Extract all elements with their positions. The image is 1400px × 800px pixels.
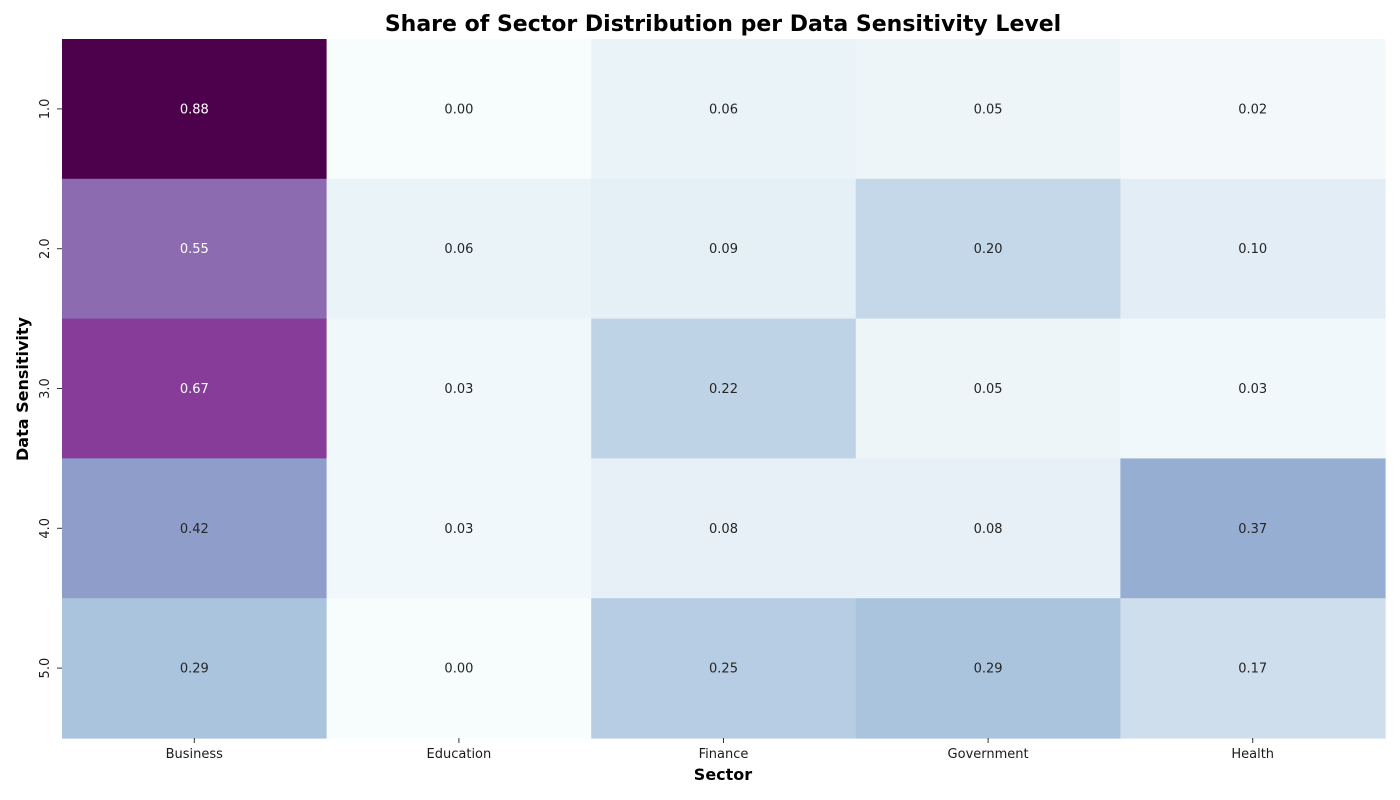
heatmap-cell [326,318,592,459]
heatmap-cell-label: 0.25 [709,662,738,677]
heatmap-cell-label: 0.10 [1238,242,1267,257]
y-tick-label: 1.0 [38,99,53,120]
heatmap-cell-label: 0.55 [180,242,209,257]
heatmap-cells [62,39,1386,739]
x-tick-label: Government [948,747,1029,762]
heatmap-cell [855,178,1121,320]
heatmap-cell [591,598,857,739]
heatmap-cell-label: 0.08 [709,522,738,537]
heatmap-cell [326,39,592,180]
heatmap-cell [1120,458,1386,599]
x-axis-ticks: Business Education Finance Government Health [166,738,1274,762]
heatmap-cell [855,458,1121,599]
heatmap-cell [1120,178,1386,320]
heatmap-cell-label: 0.03 [444,522,473,537]
heatmap-cell [1120,598,1386,739]
heatmap-cell-label: 0.20 [974,242,1003,257]
heatmap-cell-label: 0.00 [444,102,473,117]
heatmap-cell [591,39,857,180]
y-axis-label: Data Sensitivity [13,316,32,461]
x-tick-label: Health [1231,747,1274,762]
heatmap-cell [1120,318,1386,459]
heatmap-cell-label: 0.22 [709,382,738,397]
x-tick-label: Finance [699,747,749,762]
x-tick-label: Business [166,747,224,762]
heatmap-cell [591,458,857,599]
heatmap-cell [591,178,857,320]
heatmap-cell [326,598,592,739]
heatmap-cell [62,458,328,599]
heatmap-cell-label: 0.29 [180,662,209,677]
heatmap-cell [62,598,328,739]
heatmap-cell-label: 0.05 [974,102,1003,117]
y-tick-label: 4.0 [38,518,53,539]
heatmap-cell-label: 0.05 [974,382,1003,397]
heatmap-cell [62,39,328,180]
heatmap-cell-label: 0.67 [180,382,209,397]
heatmap-cell [855,39,1121,180]
heatmap-cell [855,318,1121,459]
heatmap-cell-label: 0.03 [444,382,473,397]
heatmap-cell-label: 0.06 [709,102,738,117]
heatmap-cell-label: 0.17 [1238,662,1267,677]
heatmap-cell-label: 0.09 [709,242,738,257]
x-axis-label: Sector [694,765,753,784]
heatmap-cell-label: 0.00 [444,662,473,677]
heatmap-cell [326,178,592,320]
chart-title: Share of Sector Distribution per Data Se… [385,12,1061,37]
heatmap-cell-label: 0.08 [974,522,1003,537]
heatmap-cell [855,598,1121,739]
y-axis-ticks: 1.0 2.0 3.0 4.0 5.0 [38,99,62,679]
heatmap-cell-label: 0.37 [1238,522,1267,537]
heatmap-cell-labels: 0.88 0.00 0.06 0.05 0.02 0.55 0.06 0.09 0.20 0.10… [180,102,1267,676]
y-tick-label: 2.0 [38,238,53,259]
heatmap-cell [1120,39,1386,180]
heatmap-cell [62,178,328,320]
heatmap-cell [591,318,857,459]
x-tick-label: Education [427,747,492,762]
y-tick-label: 5.0 [38,658,53,679]
heatmap-cell [326,458,592,599]
heatmap-cell [62,318,328,459]
heatmap-cell-label: 0.02 [1238,102,1267,117]
heatmap-cell-label: 0.03 [1238,382,1267,397]
y-tick-label: 3.0 [38,378,53,399]
heatmap-cell-label: 0.29 [974,662,1003,677]
heatmap-cell-label: 0.06 [444,242,473,257]
heatmap-cell-label: 0.42 [180,522,209,537]
heatmap-cell-label: 0.88 [180,102,209,117]
